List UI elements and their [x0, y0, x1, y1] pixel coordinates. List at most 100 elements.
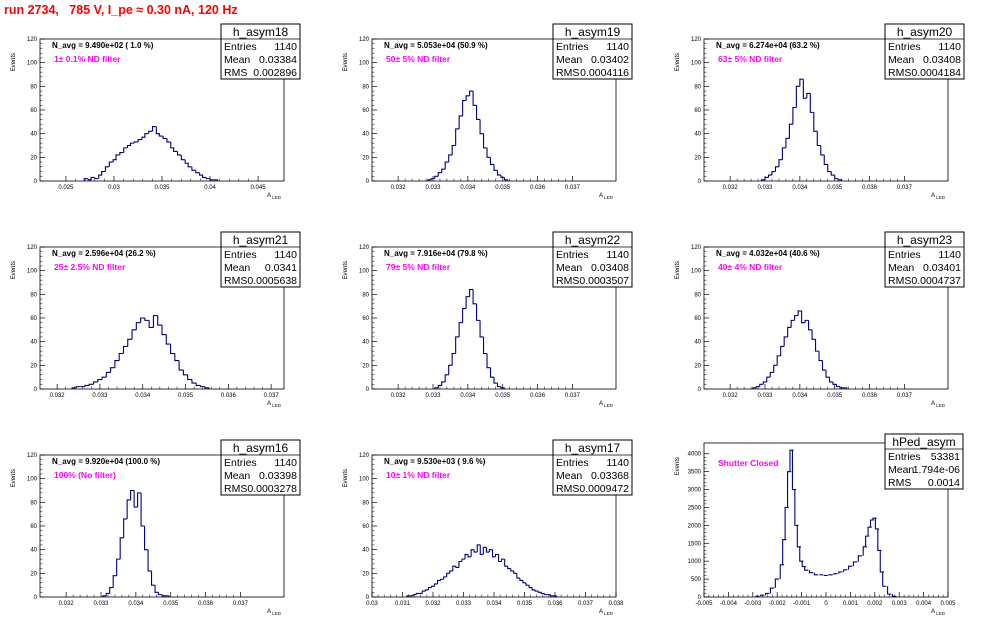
histogram-pad-h_asym18: 0 20 40 60 80 100 120 0.025 0.03 0.035 0.04 0.045 Ev… [0, 15, 332, 222]
histogram-bin [448, 154, 453, 163]
histogram-pad-h_asym22: 0 20 40 60 80 100 120 0.032 0.033 0.034 0.035 0.036… [332, 223, 664, 430]
x-tick-label: -0.004 [720, 601, 738, 607]
histogram-bin [451, 352, 456, 366]
x-tick-label: 0.033 [93, 601, 109, 607]
x-tick-label: 0.033 [456, 601, 472, 607]
histogram-bin [778, 159, 783, 167]
histogram-bin [154, 585, 159, 593]
histogram-bin [782, 539, 787, 565]
histogram-bin [838, 571, 843, 574]
histogram-bin [503, 177, 508, 181]
stats-value: 1140 [606, 249, 629, 261]
y-tick-label: 0 [34, 387, 38, 393]
stats-value: 1140 [606, 41, 629, 53]
y-axis-label: Events [11, 53, 17, 71]
histogram-bin [144, 526, 149, 551]
y-tick-label: 20 [362, 363, 369, 369]
histogram-bin [150, 570, 156, 586]
figure-title: run 2734, 785 V, I_pe ≈ 0.30 nA, 120 Hz [4, 3, 238, 17]
histogram-bin [482, 336, 488, 355]
histogram-bin [452, 565, 456, 571]
histogram-bin [489, 367, 494, 378]
histogram-bin [476, 544, 481, 553]
histogram-bin [114, 360, 120, 368]
stats-value: 0.03398 [259, 470, 297, 482]
x-tick-label: 0.003 [892, 601, 908, 607]
x-tick-label: 0.035 [827, 185, 843, 191]
y-tick-label: 20 [362, 155, 369, 161]
y-tick-label: 120 [27, 453, 38, 459]
histogram-bin [129, 142, 135, 146]
histogram-bin [879, 550, 884, 573]
histogram-pad-h_asym16: 0 20 40 60 80 100 120 0.032 0.033 0.034 0.035 0.036… [0, 431, 332, 638]
histogram-bin [137, 492, 142, 508]
histogram-bin [816, 131, 821, 147]
y-tick-label: 20 [30, 363, 37, 369]
histogram-bin [504, 559, 508, 567]
stats-label: RMS [224, 483, 247, 495]
histogram-bin [479, 119, 484, 135]
stats-box-frame [220, 23, 301, 80]
stats-label: Entries [556, 249, 589, 261]
histogram-bin [144, 318, 150, 321]
x-tick-label: 0.036 [862, 185, 878, 191]
x-tick-label: 0.037 [264, 393, 280, 399]
y-axis-label: Events [675, 53, 681, 71]
histogram-bin [813, 112, 818, 132]
stats-value: 0.03408 [923, 54, 961, 66]
histogram-bin [857, 555, 863, 562]
stats-label: RMS [224, 275, 247, 287]
histogram-bin [433, 583, 438, 587]
histogram-bin [874, 518, 880, 530]
x-axis-label-main: A [599, 193, 603, 199]
histogram-bin [105, 371, 111, 378]
stats-value: 0.0004737 [911, 275, 961, 287]
x-axis-label-subscript: LED [271, 611, 282, 616]
histogram-bin [105, 592, 110, 596]
histogram-name: h_asym21 [233, 233, 289, 247]
x-tick-label: 0.034 [135, 393, 151, 399]
histogram-bin [406, 595, 411, 597]
n-avg-label: N_avg = 5.053e+04 (50.9 %) [384, 41, 488, 50]
histogram-bin [755, 386, 760, 388]
histogram-name: h_asym19 [565, 25, 621, 39]
histogram-bin [791, 450, 797, 491]
n-avg-label: N_avg = 7.916e+04 (79.8 %) [384, 249, 488, 258]
histogram-bin [774, 578, 780, 589]
histogram-bin [788, 123, 793, 139]
x-tick-label: 0.036 [530, 185, 546, 191]
histogram-bin [424, 589, 429, 592]
histogram-bin [828, 574, 833, 576]
histogram-canvas: 0 20 40 60 80 100 120 0.032 0.033 0.034 0.035 0.036… [675, 23, 965, 200]
histogram-name: h_asym16 [233, 441, 289, 455]
histogram-bin [151, 126, 157, 132]
histogram-bin [479, 320, 484, 338]
histogram-bin [112, 575, 117, 588]
x-tick-label: 0.035 [163, 601, 179, 607]
stats-label: Mean [556, 470, 582, 482]
histogram-bin [130, 489, 135, 500]
stats-label: RMS [556, 275, 579, 287]
x-tick-label: 0.035 [154, 185, 170, 191]
histogram-bin [796, 525, 802, 548]
n-avg-label: N_avg = 9.920e+04 (100.0 %) [52, 457, 160, 466]
histogram-bin [170, 141, 175, 149]
stats-label: RMS [556, 483, 579, 495]
y-tick-label: 120 [691, 245, 702, 251]
histogram-bin [500, 175, 505, 178]
y-tick-label: 100 [691, 61, 702, 67]
histogram-bin [493, 377, 498, 384]
y-axis-label: Events [11, 261, 17, 279]
x-tick-label: 0.034 [460, 393, 476, 399]
y-tick-label: 120 [691, 37, 702, 43]
histogram-bin [458, 560, 462, 568]
x-tick-label: 0.037 [565, 185, 581, 191]
filter-label: 25± 2.5% ND filter [54, 262, 126, 272]
y-tick-label: 0 [34, 595, 38, 601]
y-tick-label: 120 [27, 245, 38, 251]
filter-label: 50± 5% ND filter [386, 54, 451, 64]
n-avg-label: N_avg = 2.596e+04 (26.2 %) [52, 249, 156, 258]
x-axis-label: A LED [267, 609, 282, 616]
stats-value: 0.0341 [265, 262, 297, 274]
stats-label: Mean [224, 54, 250, 66]
